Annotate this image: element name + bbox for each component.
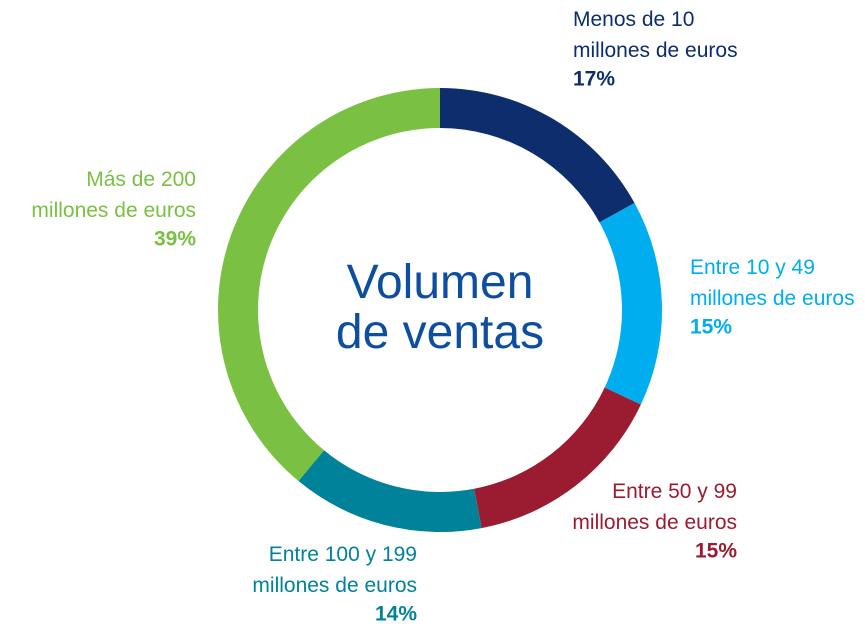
slice bbox=[440, 88, 635, 223]
slice-label: Menos de 10 millones de euros bbox=[573, 8, 738, 62]
value-label: 14% bbox=[375, 603, 417, 626]
value-label: 39% bbox=[154, 228, 196, 251]
value-label: 17% bbox=[573, 68, 615, 91]
slice-label: Más de 200 millones de euros bbox=[31, 168, 196, 222]
slice bbox=[298, 450, 482, 532]
value-label: 15% bbox=[695, 540, 737, 563]
value-label: 15% bbox=[690, 316, 732, 339]
slice-label: Entre 10 y 49 millones de euros bbox=[690, 256, 855, 310]
chart-title: Volumen de ventas bbox=[336, 256, 544, 359]
slice bbox=[218, 88, 440, 482]
slice-label: Entre 100 y 199 millones de euros bbox=[252, 543, 417, 597]
slice bbox=[599, 203, 662, 405]
slice bbox=[474, 387, 641, 529]
slice-label: Entre 50 y 99 millones de euros bbox=[572, 480, 737, 534]
